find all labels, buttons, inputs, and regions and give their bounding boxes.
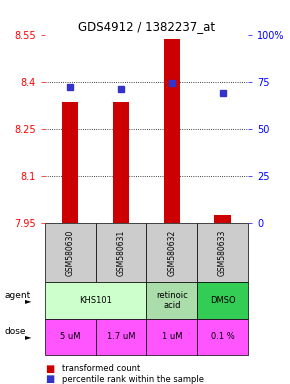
Bar xyxy=(214,215,231,223)
Text: transformed count: transformed count xyxy=(62,364,141,373)
Text: ►: ► xyxy=(25,296,31,305)
Text: GSM580633: GSM580633 xyxy=(218,229,227,276)
Title: GDS4912 / 1382237_at: GDS4912 / 1382237_at xyxy=(78,20,215,33)
Bar xyxy=(113,102,129,223)
Text: ►: ► xyxy=(25,333,31,341)
Bar xyxy=(62,102,78,223)
Text: DMSO: DMSO xyxy=(210,296,235,305)
Text: GSM580630: GSM580630 xyxy=(66,229,75,276)
Text: agent: agent xyxy=(4,291,31,300)
Text: percentile rank within the sample: percentile rank within the sample xyxy=(62,374,204,384)
Text: retinoic
acid: retinoic acid xyxy=(156,291,188,310)
Bar xyxy=(164,39,180,223)
Text: 0.1 %: 0.1 % xyxy=(211,333,234,341)
Text: ■: ■ xyxy=(45,374,54,384)
Text: 1.7 uM: 1.7 uM xyxy=(107,333,135,341)
Text: GSM580632: GSM580632 xyxy=(167,229,176,276)
Text: GSM580631: GSM580631 xyxy=(117,229,126,276)
Text: 5 uM: 5 uM xyxy=(60,333,81,341)
Text: KHS101: KHS101 xyxy=(79,296,112,305)
Text: ■: ■ xyxy=(45,364,54,374)
Text: dose: dose xyxy=(4,328,26,336)
Text: 1 uM: 1 uM xyxy=(162,333,182,341)
